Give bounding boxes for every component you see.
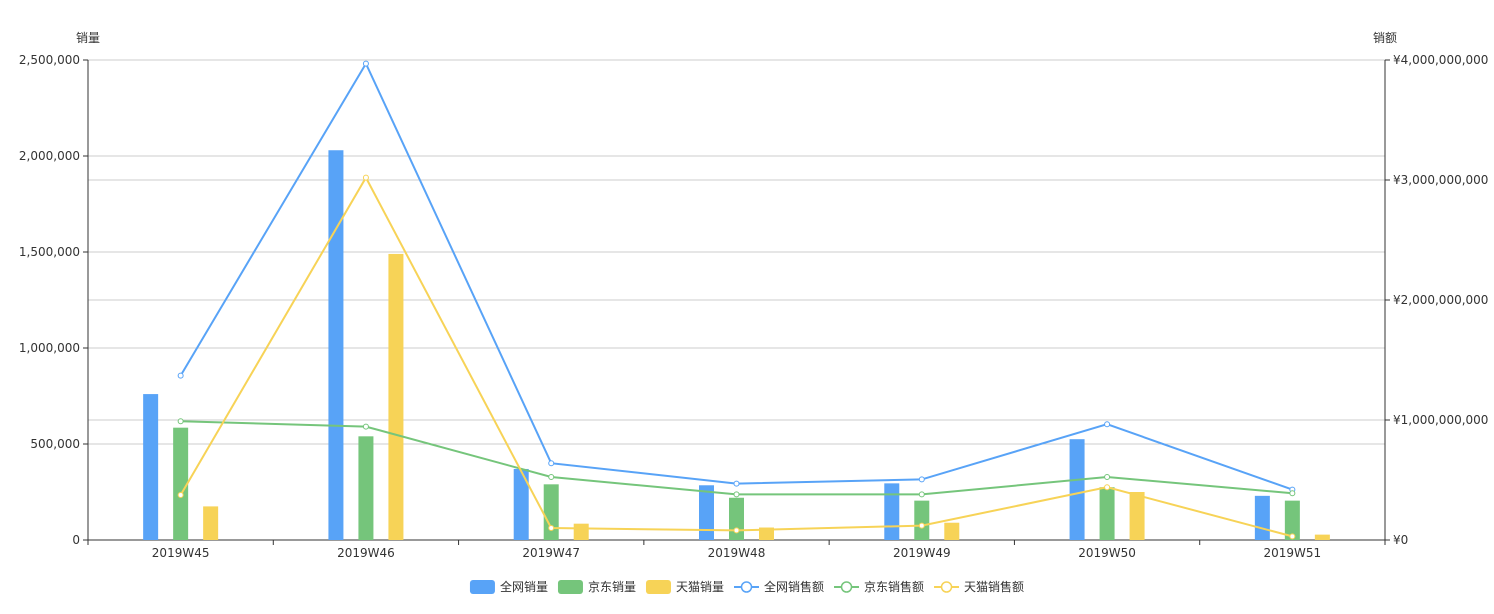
bar-2-2019W49[interactable] [914, 500, 930, 540]
line-point-1-2019W48[interactable] [733, 480, 740, 487]
x-axis-tick-label: 2019W48 [708, 546, 766, 560]
left-axis-tick-label: 1,500,000 [19, 245, 80, 259]
bar-1-2019W45[interactable] [143, 394, 159, 540]
left-axis-title: 销量 [76, 31, 100, 45]
line-point-1-2019W47[interactable] [548, 460, 555, 467]
bar-2-2019W47[interactable] [543, 484, 559, 540]
line-point-3-2019W49[interactable] [918, 522, 925, 529]
line-point-2-2019W49[interactable] [918, 491, 925, 498]
right-axis-tick-label: ¥2,000,000,000 [1393, 293, 1488, 307]
legend-swatch-marker [740, 581, 753, 593]
legend-label: 全网销量 [500, 579, 548, 594]
legend-label: 全网销售额 [764, 579, 824, 594]
right-axis-tick-label: ¥4,000,000,000 [1393, 53, 1488, 67]
bar-1-2019W49[interactable] [884, 483, 900, 540]
legend-item-6[interactable]: 天猫销售额 [934, 579, 1024, 594]
line-point-1-2019W50[interactable] [1104, 421, 1111, 428]
left-axis-tick-label: 2,000,000 [19, 149, 80, 163]
line-point-1-2019W49[interactable] [918, 476, 925, 483]
bar-1-2019W46[interactable] [328, 150, 344, 541]
line-point-1-2019W46[interactable] [362, 60, 369, 67]
legend-item-5[interactable]: 京东销售额 [834, 579, 924, 594]
line-point-2-2019W47[interactable] [548, 474, 555, 480]
line-point-1-2019W45[interactable] [177, 372, 184, 379]
bar-3-2019W49[interactable] [944, 522, 960, 540]
line-point-2-2019W51[interactable] [1289, 490, 1296, 497]
bar-1-2019W51[interactable] [1254, 495, 1270, 540]
legend-swatch [469, 580, 495, 594]
legend-item-4[interactable]: 全网销售额 [734, 579, 824, 594]
x-axis-tick-label: 2019W46 [337, 546, 395, 560]
legend-item-3[interactable]: 天猫销量 [645, 580, 724, 594]
line-point-3-2019W51[interactable] [1289, 533, 1296, 540]
line-point-3-2019W45[interactable] [177, 492, 184, 498]
left-axis-tick-label: 0 [72, 533, 80, 547]
legend[interactable]: 全网销量 京东销量 天猫销量 全网销售额 京东销售额 天猫销售额 [469, 579, 1024, 594]
line-point-2-2019W45[interactable] [177, 418, 184, 425]
x-axis-tick-label: 2019W45 [152, 546, 210, 560]
line-point-3-2019W48[interactable] [733, 527, 740, 534]
left-axis-tick-label: 1,000,000 [19, 341, 80, 355]
legend-label: 京东销量 [588, 580, 636, 594]
bar-1-2019W48[interactable] [699, 485, 714, 540]
bar-2-2019W46[interactable] [358, 436, 374, 540]
line-point-2-2019W48[interactable] [733, 491, 740, 498]
x-axis-tick-label: 2019W51 [1264, 546, 1322, 560]
lines [177, 60, 1296, 540]
line-point-3-2019W46[interactable] [362, 174, 369, 181]
bar-3-2019W51[interactable] [1314, 534, 1330, 540]
line-point-3-2019W50[interactable] [1104, 484, 1111, 491]
bar-1-2019W47[interactable] [513, 468, 529, 540]
bar-1-2019W50[interactable] [1069, 439, 1085, 540]
right-axis-tick-label: ¥3,000,000,000 [1393, 173, 1488, 187]
line-point-2-2019W46[interactable] [362, 423, 369, 430]
bar-2-2019W51[interactable] [1284, 500, 1300, 540]
left-axis-tick-label: 500,000 [30, 437, 80, 451]
line-point-3-2019W47[interactable] [548, 525, 555, 531]
x-axis-tick-label: 2019W49 [893, 546, 951, 560]
legend-item-1[interactable]: 全网销量 [469, 579, 548, 594]
right-axis-tick-label: ¥0 [1393, 533, 1408, 547]
x-axis-tick-label: 2019W50 [1078, 546, 1136, 560]
legend-swatch-marker [840, 581, 853, 593]
bar-3-2019W47[interactable] [573, 523, 589, 540]
bar-2-2019W45[interactable] [173, 427, 189, 540]
bar-2-2019W48[interactable] [729, 497, 744, 540]
right-axis-tick-label: ¥1,000,000,000 [1393, 413, 1488, 427]
bar-2-2019W50[interactable] [1099, 487, 1115, 540]
legend-swatch [645, 580, 671, 594]
legend-swatch [557, 580, 583, 594]
axes: 销量 销额 0 500,000 1,000,000 1,500,000 2,000,00… [19, 31, 1489, 560]
grid-lines [88, 59, 1385, 445]
legend-label: 京东销售额 [864, 579, 924, 594]
line-point-2-2019W50[interactable] [1104, 474, 1111, 480]
legend-swatch-marker [940, 581, 953, 593]
legend-item-2[interactable]: 京东销量 [557, 580, 636, 594]
left-axis-tick-label: 2,500,000 [19, 53, 80, 67]
bar-3-2019W46[interactable] [388, 253, 404, 541]
x-axis-tick-label: 2019W47 [522, 546, 580, 560]
bar-3-2019W50[interactable] [1129, 492, 1145, 540]
right-axis-title: 销额 [1373, 31, 1397, 45]
bar-3-2019W45[interactable] [203, 506, 219, 540]
legend-label: 天猫销售额 [964, 579, 1024, 594]
legend-label: 天猫销量 [676, 580, 724, 594]
